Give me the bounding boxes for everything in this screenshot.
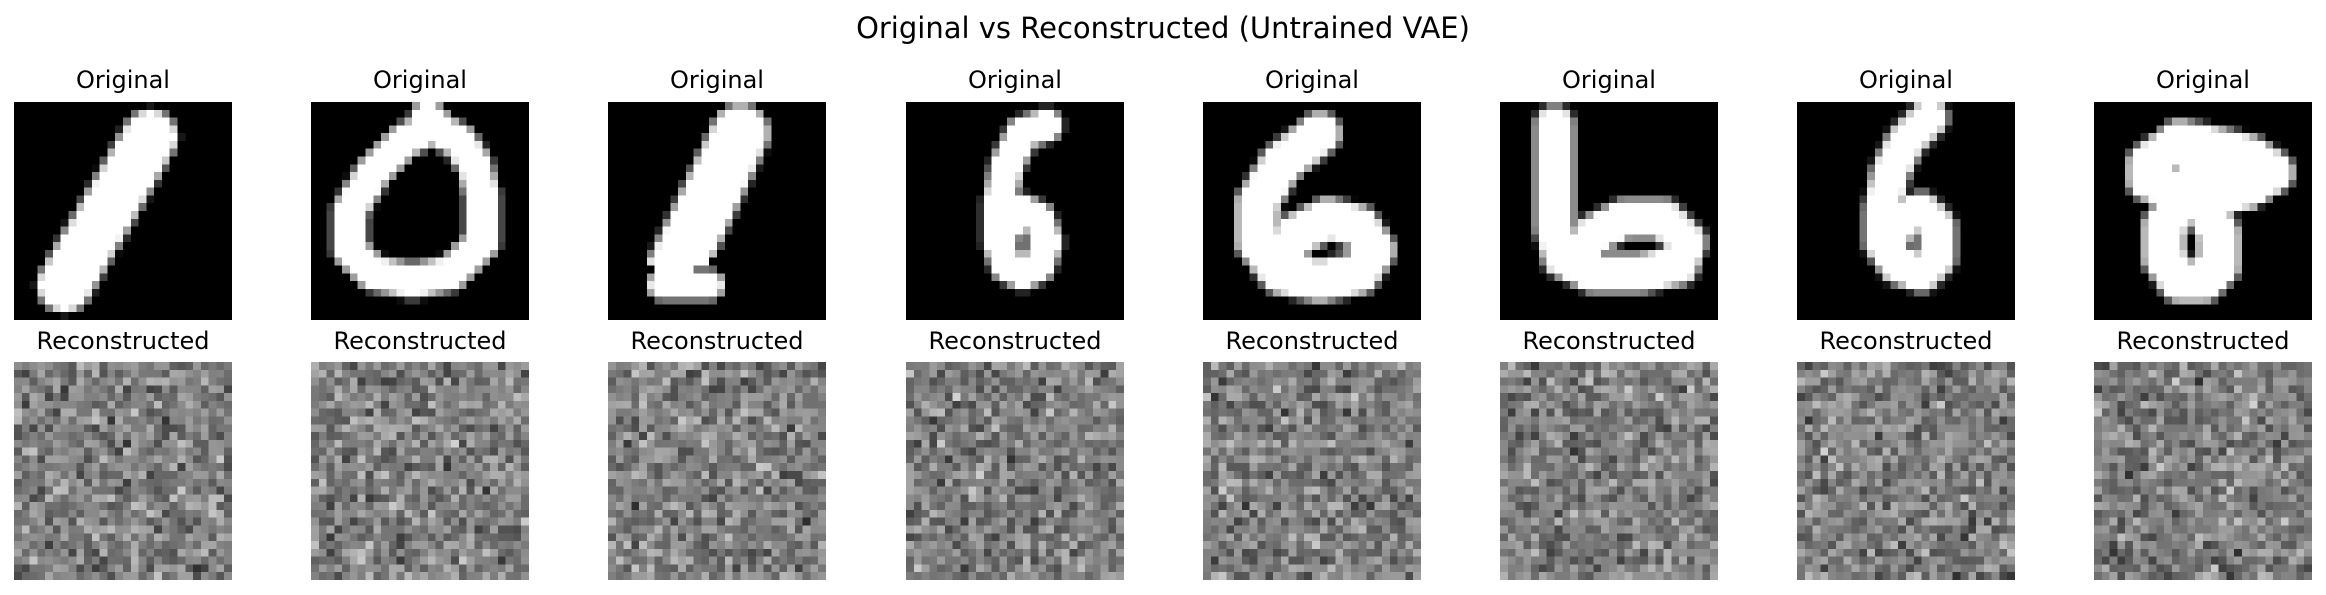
- reconstructed-label-6: Reconstructed: [1522, 327, 1696, 355]
- reconstructed-label-3: Reconstructed: [630, 327, 804, 355]
- reconstructed-image-8: [2094, 362, 2312, 580]
- reconstructed-image-2: [311, 362, 529, 580]
- original-label-1: Original: [76, 66, 170, 94]
- original-label-6: Original: [1562, 66, 1656, 94]
- reconstructed-label-5: Reconstructed: [1225, 327, 1399, 355]
- original-label-4: Original: [968, 66, 1062, 94]
- original-label-2: Original: [373, 66, 467, 94]
- figure-title: Original vs Reconstructed (Untrained VAE…: [856, 11, 1470, 45]
- original-label-8: Original: [2156, 66, 2250, 94]
- reconstructed-label-7: Reconstructed: [1819, 327, 1993, 355]
- original-label-7: Original: [1859, 66, 1953, 94]
- reconstructed-image-7: [1797, 362, 2015, 580]
- reconstructed-label-2: Reconstructed: [333, 327, 507, 355]
- reconstructed-label-1: Reconstructed: [36, 327, 210, 355]
- reconstructed-image-6: [1500, 362, 1718, 580]
- original-label-3: Original: [670, 66, 764, 94]
- original-image-7: [1797, 102, 2015, 320]
- original-image-1: [14, 102, 232, 320]
- original-image-4: [906, 102, 1124, 320]
- original-label-5: Original: [1265, 66, 1359, 94]
- original-image-8: [2094, 102, 2312, 320]
- reconstructed-image-1: [14, 362, 232, 580]
- original-image-2: [311, 102, 529, 320]
- reconstructed-label-8: Reconstructed: [2116, 327, 2290, 355]
- original-image-3: [608, 102, 826, 320]
- reconstructed-label-4: Reconstructed: [928, 327, 1102, 355]
- original-image-5: [1203, 102, 1421, 320]
- reconstructed-image-3: [608, 362, 826, 580]
- reconstructed-image-5: [1203, 362, 1421, 580]
- reconstructed-image-4: [906, 362, 1124, 580]
- original-image-6: [1500, 102, 1718, 320]
